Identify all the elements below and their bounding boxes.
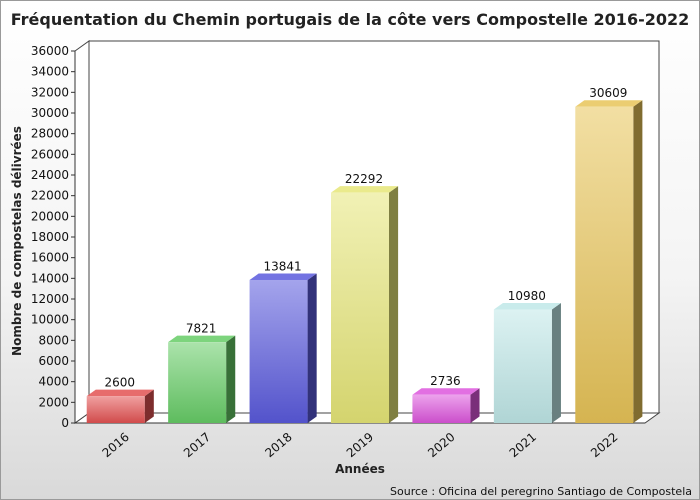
value-label: 30609	[589, 86, 627, 100]
y-tick-label: 2000	[38, 395, 69, 409]
y-tick-label: 6000	[38, 354, 69, 368]
x-tick-labels: 2016 2017 2018 2019 2020 2021 2022	[100, 430, 621, 460]
bar-top	[168, 335, 236, 343]
bar-top	[493, 303, 561, 310]
value-label: 2736	[430, 374, 461, 388]
y-axis-title: Nombre de compostelas délivrées	[10, 126, 24, 356]
y-tick-label: 10000	[31, 313, 69, 327]
bar-2017	[168, 335, 236, 423]
y-tick-label: 36000	[31, 44, 69, 58]
value-label: 13841	[263, 259, 301, 273]
y-tick-label: 34000	[31, 65, 69, 79]
bar-side	[144, 389, 154, 423]
y-tick-label: 8000	[38, 333, 69, 347]
y-tick-label: 16000	[31, 251, 69, 265]
bar-2022	[575, 100, 643, 423]
bar-side	[470, 388, 480, 423]
bar-top	[86, 389, 154, 397]
x-tick-label: 2018	[262, 430, 294, 460]
x-tick-label: 2021	[507, 430, 539, 460]
y-tick-label: 30000	[31, 106, 69, 120]
y-tick-label: 22000	[31, 189, 69, 203]
bar-front	[575, 106, 634, 423]
value-label: 2600	[104, 376, 135, 390]
bar-top	[331, 186, 399, 193]
bar-front	[249, 279, 308, 423]
y-tick-label: 32000	[31, 85, 69, 99]
x-axis-title: Années	[335, 462, 385, 476]
value-label: 10980	[508, 289, 546, 303]
bar-2020	[412, 388, 480, 423]
value-label: 22292	[345, 172, 383, 186]
plot-left-wall	[74, 40, 90, 424]
bar-side	[633, 100, 643, 423]
bar-2021	[493, 303, 561, 423]
bar-side	[389, 186, 399, 423]
bar-front	[331, 192, 389, 423]
source-note: Source : Oficina del peregrino Santiago …	[390, 485, 692, 498]
bar-side	[307, 273, 317, 423]
bar-side	[551, 303, 561, 423]
bar-top	[575, 100, 643, 107]
bar-front	[168, 342, 227, 423]
x-tick-label: 2022	[588, 430, 620, 460]
value-label: 7821	[186, 322, 217, 336]
x-tick-label: 2017	[181, 430, 213, 460]
y-tick-label: 20000	[31, 209, 69, 223]
bar-2016	[86, 389, 154, 423]
y-tick-label: 14000	[31, 271, 69, 285]
bar-top	[249, 273, 317, 280]
chart-title: Fréquentation du Chemin portugais de la …	[11, 10, 690, 29]
bar-top	[412, 388, 480, 395]
bar-front	[493, 309, 552, 423]
y-tick-label: 4000	[38, 375, 69, 389]
bar-front	[412, 394, 471, 423]
x-tick-label: 2019	[344, 430, 376, 460]
y-tick-label: 24000	[31, 168, 69, 182]
x-tick-label: 2020	[425, 430, 457, 460]
y-tick-label: 26000	[31, 147, 69, 161]
y-tick-labels: 0 2000 4000 6000 8000 10000 12000 14000 16000 180…	[31, 44, 75, 430]
bar-2018	[249, 273, 317, 423]
bar-2019	[331, 186, 399, 423]
bar-front	[86, 396, 145, 423]
y-tick-label: 0	[61, 416, 69, 430]
bar-side	[226, 335, 236, 423]
value-labels: 2600 7821 13841 22292 2736 10980 30609	[104, 86, 627, 389]
y-tick-label: 18000	[31, 230, 69, 244]
x-tick-label: 2016	[100, 430, 132, 460]
y-tick-label: 28000	[31, 127, 69, 141]
bars	[86, 100, 643, 423]
y-tick-label: 12000	[31, 292, 69, 306]
